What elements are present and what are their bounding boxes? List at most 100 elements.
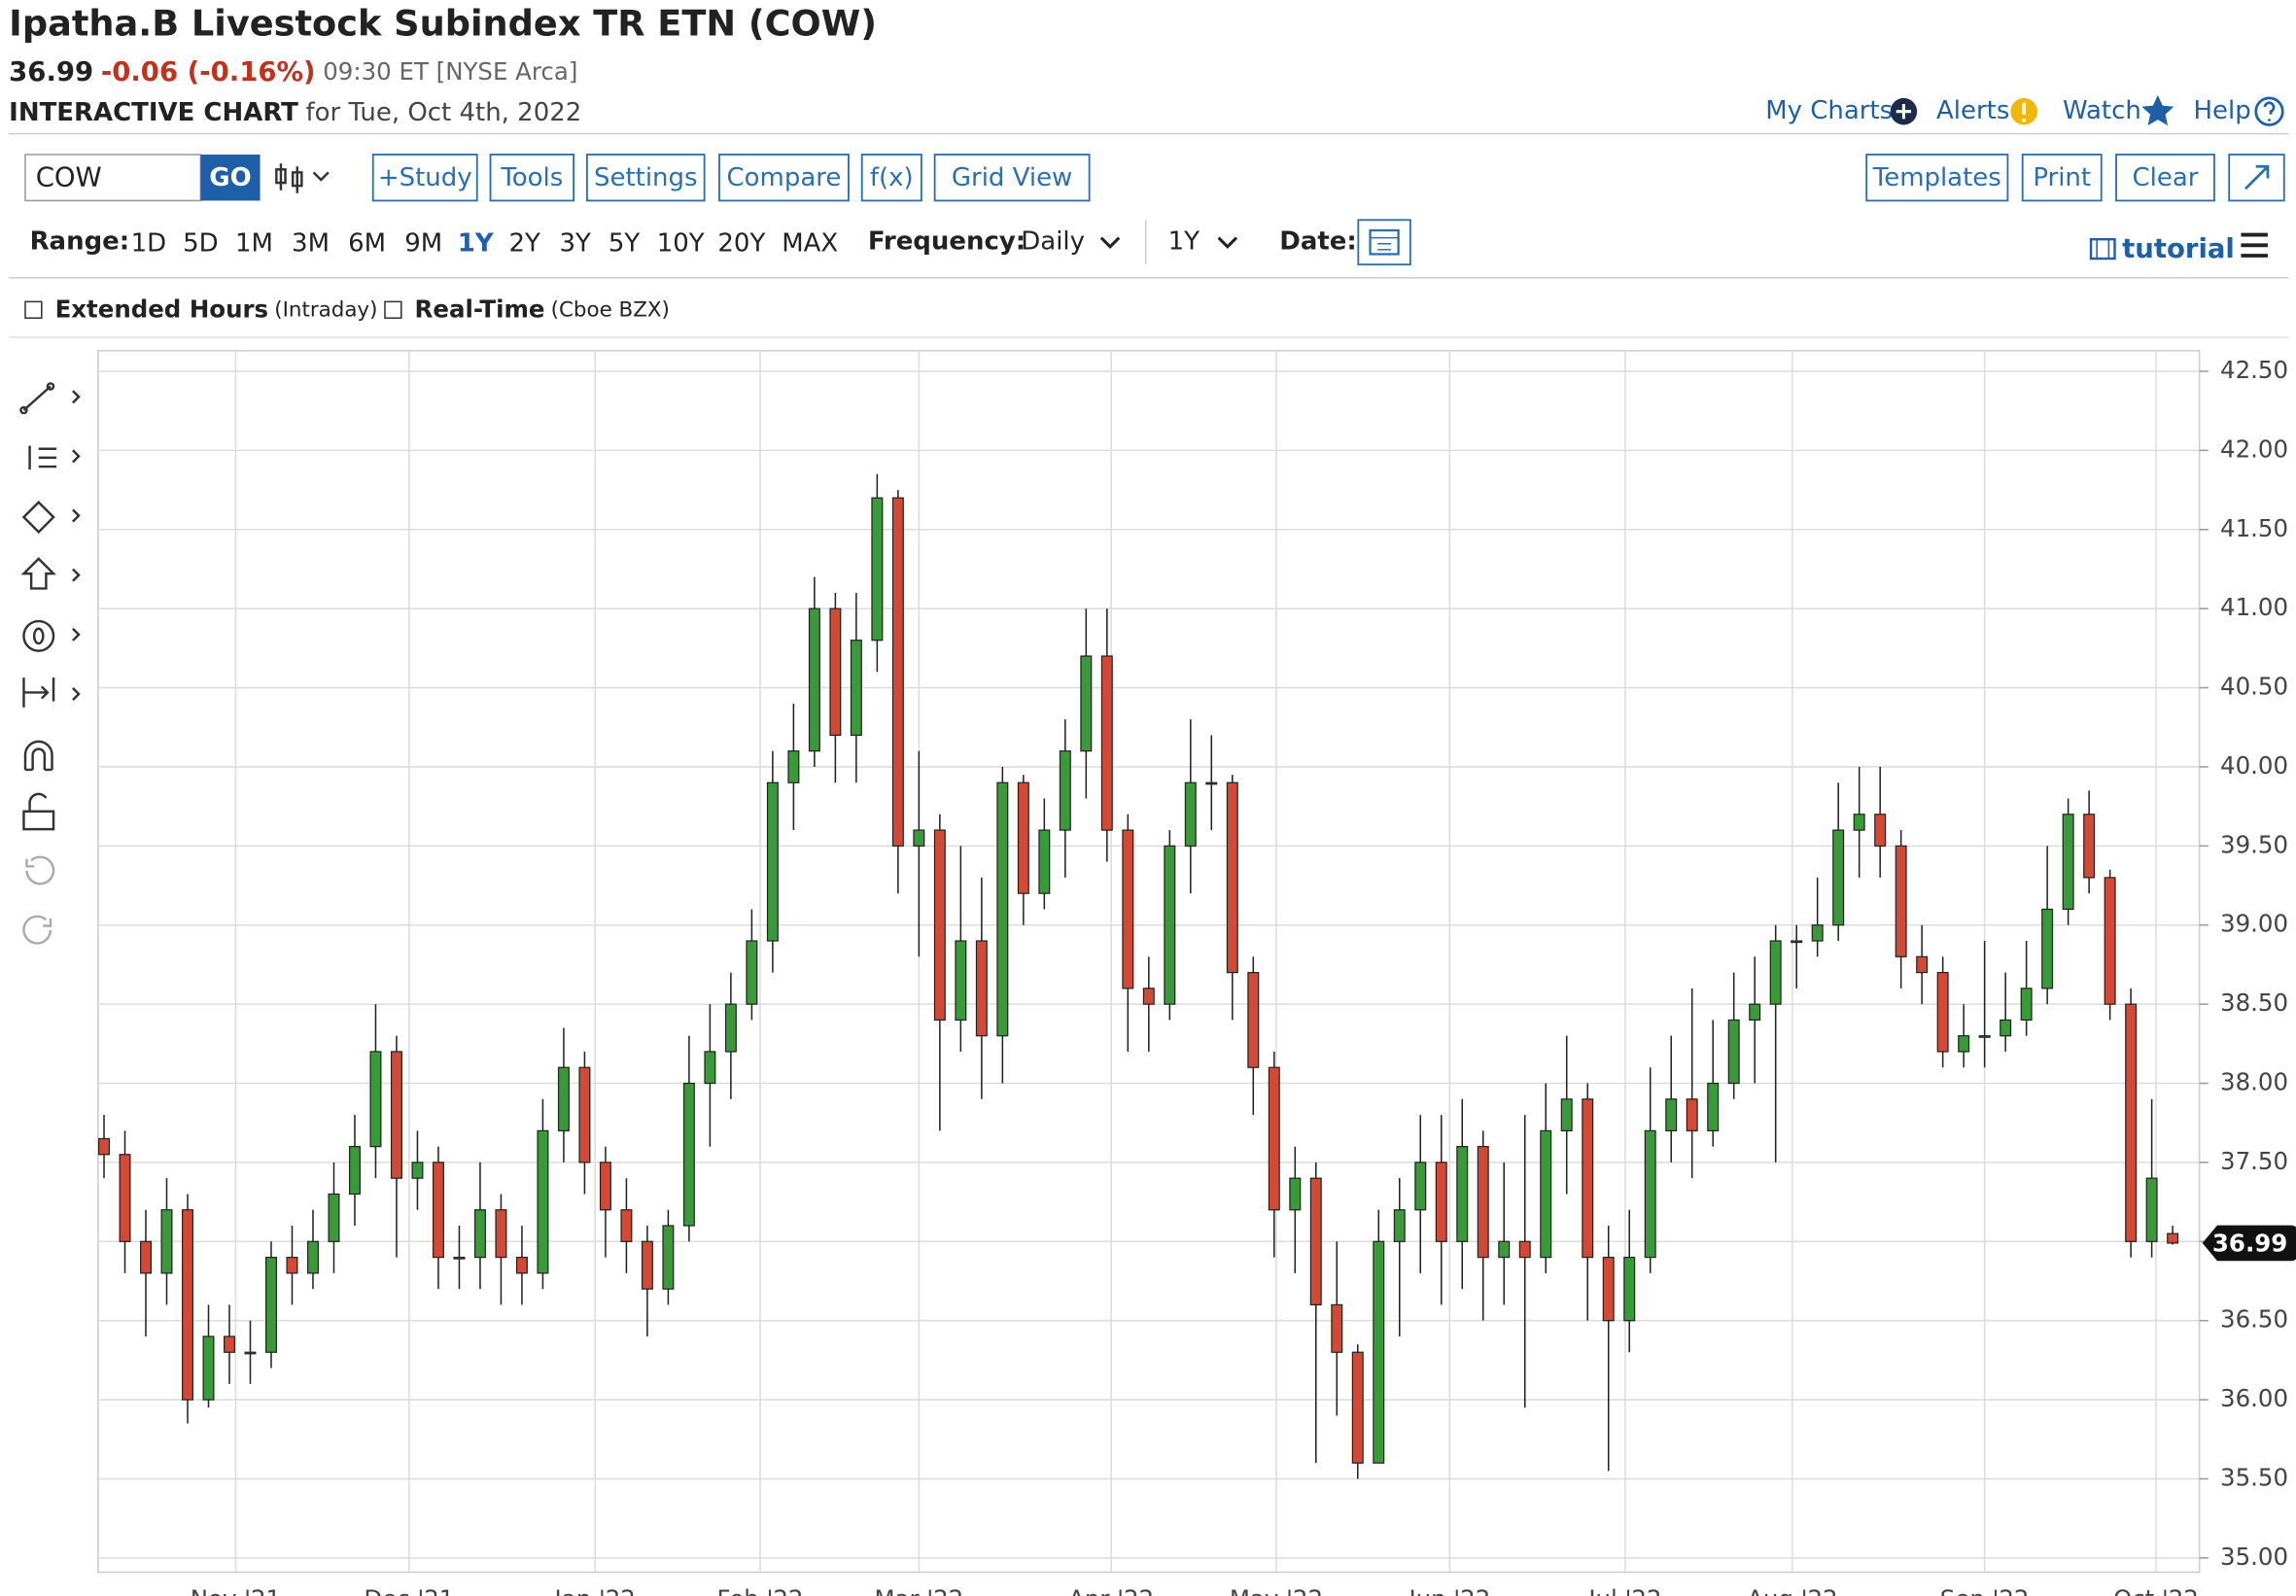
range-option[interactable]: 1D <box>131 228 167 258</box>
candle-body <box>264 1256 277 1353</box>
toolbar-button[interactable] <box>1865 154 2009 202</box>
option-note: (Intraday) <box>274 298 377 323</box>
y-tick-label: 42.00 <box>2220 434 2288 463</box>
top-link[interactable]: Watch <box>2063 96 2141 125</box>
candle-body <box>557 1066 570 1131</box>
x-tick-label: Apr '22 <box>1068 1585 1154 1596</box>
question <box>2263 101 2276 121</box>
candle-body <box>2041 908 2054 989</box>
period-value[interactable]: 1Y <box>1168 227 1200 257</box>
candle-body <box>1518 1240 1531 1259</box>
button-label: f(x) <box>870 163 914 192</box>
candle-body <box>2145 1177 2158 1242</box>
price: 36.99 <box>9 56 93 87</box>
candle-body <box>2020 988 2033 1022</box>
candle-body <box>2083 814 2096 879</box>
candle-body <box>1100 655 1113 831</box>
candle-body <box>1309 1177 1322 1306</box>
symbol-text: COW <box>36 161 102 192</box>
candle-body <box>1435 1162 1447 1242</box>
top-link[interactable]: Alerts <box>1936 96 2009 125</box>
candle-body <box>913 829 925 847</box>
range-option[interactable]: 2Y <box>508 228 540 258</box>
plus <box>1896 104 1912 120</box>
button-label: Templates <box>1872 163 2001 192</box>
toolbar-button[interactable] <box>933 154 1091 202</box>
candle-body <box>1978 1035 1991 1038</box>
y-tick-label: 36.50 <box>2220 1305 2288 1334</box>
range-option[interactable]: 1M <box>235 228 273 258</box>
candle-body <box>891 497 904 847</box>
toolbar-button[interactable] <box>2021 154 2103 202</box>
expand-icon <box>2244 164 2270 191</box>
candle-body <box>578 1066 591 1163</box>
y-tick-label: 39.50 <box>2220 830 2288 858</box>
drawing-tools[interactable] <box>19 382 81 945</box>
candle-body <box>1498 1240 1511 1259</box>
top-link[interactable]: My Charts <box>1765 96 1893 125</box>
go-button[interactable] <box>200 155 261 201</box>
dropdown-chevrons[interactable] <box>1099 236 1238 249</box>
candle-body <box>1331 1303 1343 1353</box>
toolbar-button[interactable] <box>371 154 478 202</box>
candle-body <box>975 940 988 1037</box>
y-tick-label: 38.00 <box>2220 1068 2288 1096</box>
candle-body <box>411 1162 424 1179</box>
candle-body <box>1059 750 1071 831</box>
range-option[interactable]: 9M <box>404 228 442 258</box>
range-option[interactable]: 5Y <box>609 228 641 258</box>
chart-type-icon[interactable] <box>275 163 330 193</box>
candle-body <box>682 1082 695 1227</box>
candle-body <box>1936 971 1949 1053</box>
candle-body <box>1393 1209 1406 1242</box>
y-tick-label: 40.00 <box>2220 751 2288 780</box>
candle-body <box>98 1137 111 1156</box>
option-label: Real-Time <box>415 295 545 324</box>
toolbar-button[interactable] <box>718 154 850 202</box>
range-option[interactable]: 3Y <box>559 228 591 258</box>
candle-body <box>1351 1351 1364 1464</box>
x-tick-label: Feb '22 <box>717 1585 804 1596</box>
button-label: Grid View <box>952 163 1072 192</box>
checkbox[interactable] <box>384 300 402 319</box>
tutorial-link[interactable]: tutorial <box>2122 233 2235 264</box>
candle-body <box>2125 1003 2138 1242</box>
range-option[interactable]: MAX <box>782 228 838 258</box>
range-option[interactable]: 3M <box>292 228 330 258</box>
candle-body <box>1268 1066 1280 1211</box>
candle-body <box>1414 1162 1427 1211</box>
candle-body <box>829 607 842 737</box>
range-label: Range: <box>30 227 130 257</box>
checkbox[interactable] <box>24 300 43 319</box>
candle-body <box>787 750 800 783</box>
candle-body <box>1080 655 1093 752</box>
toolbar-button[interactable] <box>585 154 706 202</box>
date-label: Date: <box>1279 227 1356 257</box>
range-option[interactable]: 10Y <box>657 228 705 258</box>
candle-body <box>140 1240 152 1274</box>
toolbar-button[interactable] <box>489 154 575 202</box>
option-label: Extended Hours <box>55 295 269 324</box>
toolbar-button[interactable] <box>2115 154 2215 202</box>
help-icon <box>2254 96 2284 126</box>
candle-body <box>224 1336 235 1353</box>
top-link[interactable]: Help <box>2194 96 2251 125</box>
frequency-value[interactable]: Daily <box>1021 227 1085 257</box>
range-option[interactable]: 6M <box>348 228 386 258</box>
range-option[interactable]: 5D <box>183 228 219 258</box>
x-tick-label: Jan '22 <box>553 1585 636 1596</box>
menu-icon[interactable] <box>2241 232 2268 258</box>
range-option[interactable]: 20Y <box>717 228 765 258</box>
candle-body <box>1644 1129 1656 1259</box>
candle-body <box>1540 1129 1552 1259</box>
toolbar-button[interactable] <box>860 154 922 202</box>
option-note: (Cboe BZX) <box>551 298 670 323</box>
chart-date-line: INTERACTIVE CHART for Tue, Oct 4th, 2022 <box>9 98 581 127</box>
candle-body <box>1582 1098 1594 1259</box>
change: -0.06 (-0.16%) <box>101 56 316 87</box>
range-option[interactable]: 1Y <box>458 228 495 258</box>
button-label: Compare <box>727 163 842 192</box>
calendar-button[interactable] <box>1357 219 1411 266</box>
x-tick-label: Mar '22 <box>874 1585 963 1596</box>
candle-body <box>1142 988 1155 1005</box>
